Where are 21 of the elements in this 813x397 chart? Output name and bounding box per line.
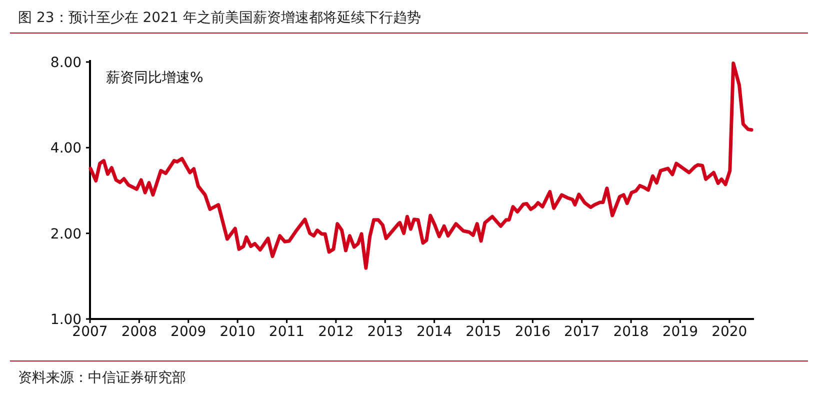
y-tick-label: 2.00 xyxy=(50,226,82,242)
x-tick-label: 2018 xyxy=(613,324,649,340)
line-series xyxy=(88,61,754,270)
x-tick-label: 2016 xyxy=(514,324,551,340)
x-tick-label: 2017 xyxy=(564,324,600,340)
text: 资料来源：中信证券研究部 xyxy=(18,370,186,386)
x-tick-label: 2014 xyxy=(416,324,452,340)
x-tick-label: 2020 xyxy=(712,324,748,340)
y-axis-title: 薪资同比增速% xyxy=(106,70,204,86)
x-tick-label: 2013 xyxy=(367,324,403,340)
x-tick-label: 2011 xyxy=(268,324,305,340)
chart-title: 图 23：预计至少在 2021 年之前美国薪资增速都将延续下行趋势 xyxy=(18,10,421,26)
x-tick-label: 2015 xyxy=(466,324,502,340)
x-tick-label: 2009 xyxy=(170,324,206,340)
x-tick-label: 2010 xyxy=(220,324,256,340)
y-tick-label: 4.00 xyxy=(50,140,82,157)
x-tick-label: 2008 xyxy=(121,324,158,340)
x-tick-label: 2019 xyxy=(662,324,698,340)
x-tick-label: 2012 xyxy=(318,324,354,340)
x-tick-label: 2007 xyxy=(72,324,108,340)
y-tick-label: 8.00 xyxy=(50,55,82,71)
